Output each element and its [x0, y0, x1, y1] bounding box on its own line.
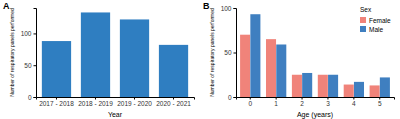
y-tick-label: 100 [221, 5, 232, 12]
tick-mark [250, 97, 251, 100]
tick-mark [173, 97, 174, 100]
x-tick: 5 [378, 97, 382, 107]
y-tick-label: 0 [28, 94, 32, 101]
tick-mark [56, 97, 57, 100]
axis-line [234, 9, 237, 98]
bar [318, 75, 328, 97]
bar [370, 85, 380, 97]
tick-mark [276, 97, 277, 100]
x-tick-label: 0 [248, 100, 252, 107]
y-tick-label: 0 [228, 94, 232, 101]
x-axis-title: Year [108, 111, 123, 118]
y-tick: 50 [224, 49, 236, 56]
tick-mark [353, 97, 354, 100]
x-tick: 2018 - 2019 [78, 97, 113, 107]
x-tick: 3 [326, 97, 330, 107]
legend-title: Sex [360, 6, 372, 13]
tick-mark [34, 33, 37, 34]
tick-mark [34, 65, 37, 66]
panel: B050100012345Age (years)Number of respir… [203, 1, 395, 119]
bar [250, 14, 260, 97]
y-tick: 100 [21, 30, 36, 37]
x-axis-title: Age (years) [297, 111, 333, 119]
axis-line [37, 98, 195, 100]
bar [240, 35, 250, 97]
axis-line [237, 98, 395, 100]
tick-mark [379, 97, 380, 100]
y-tick: 0 [28, 94, 36, 101]
legend: Sex Female Male [360, 6, 391, 33]
legend-swatch [360, 17, 366, 23]
axis-line [34, 9, 37, 98]
tick-mark [234, 97, 237, 98]
x-axis: 0 1 2 3 4 5 [237, 97, 395, 107]
tick-mark [34, 97, 37, 98]
x-tick: 2020 - 2021 [156, 97, 191, 107]
bar [354, 82, 364, 97]
tick-mark [234, 53, 237, 54]
x-tick-label: 2 [300, 100, 304, 107]
y-tick-label: 50 [24, 62, 32, 69]
bar [120, 19, 149, 97]
tick-mark [234, 8, 237, 9]
y-axis-title: Number of respiratory panels performed [209, 8, 215, 97]
y-tick: 50 [24, 62, 36, 69]
x-tick-label: 2017 - 2018 [39, 100, 74, 107]
legend-item: Male [360, 26, 383, 33]
y-tick: 100 [221, 5, 236, 12]
x-tick-label: 4 [352, 100, 356, 107]
y-tick-label: 100 [21, 30, 32, 37]
tick-mark [302, 97, 303, 100]
y-tick-label: 50 [224, 49, 232, 56]
bar [266, 39, 276, 97]
x-tick: 2017 - 2018 [39, 97, 74, 107]
bar [328, 75, 338, 97]
x-tick: 0 [248, 97, 252, 107]
x-tick: 1 [274, 97, 278, 107]
x-tick: 2 [300, 97, 304, 107]
tick-mark [327, 97, 328, 100]
x-tick-label: 5 [378, 100, 382, 107]
tick-mark [95, 97, 96, 100]
y-axis: 0 50 100 [21, 9, 37, 101]
tick-mark [134, 97, 135, 100]
bar [159, 45, 188, 97]
legend-swatch [360, 26, 366, 32]
bars [42, 12, 188, 97]
x-tick-label: 1 [274, 100, 278, 107]
bar [302, 73, 312, 97]
x-tick: 2019 - 2020 [117, 97, 152, 107]
y-tick: 0 [228, 94, 236, 101]
x-tick-label: 2019 - 2020 [117, 100, 152, 107]
x-tick-label: 2018 - 2019 [78, 100, 113, 107]
x-tick-label: 2020 - 2021 [156, 100, 191, 107]
y-axis: 0 50 100 [221, 5, 237, 101]
bar [276, 44, 286, 97]
legend-label: Male [369, 26, 383, 33]
legend-item: Female [360, 17, 391, 24]
bar [380, 77, 390, 97]
bar [292, 75, 302, 97]
panel: A0501002017 - 20182018 - 20192019 - 2020… [3, 1, 195, 118]
y-axis-title: Number of respiratory panels performed [9, 8, 15, 97]
bar [81, 12, 110, 97]
bars [240, 14, 390, 97]
x-tick: 4 [352, 97, 356, 107]
bar [42, 41, 71, 97]
x-axis: 2017 - 2018 2018 - 2019 2019 - 2020 2020 - … [37, 97, 195, 107]
bar [344, 85, 354, 97]
x-tick-label: 3 [326, 100, 330, 107]
legend-label: Female [369, 17, 391, 24]
figure: A0501002017 - 20182018 - 20192019 - 2020… [0, 0, 400, 119]
